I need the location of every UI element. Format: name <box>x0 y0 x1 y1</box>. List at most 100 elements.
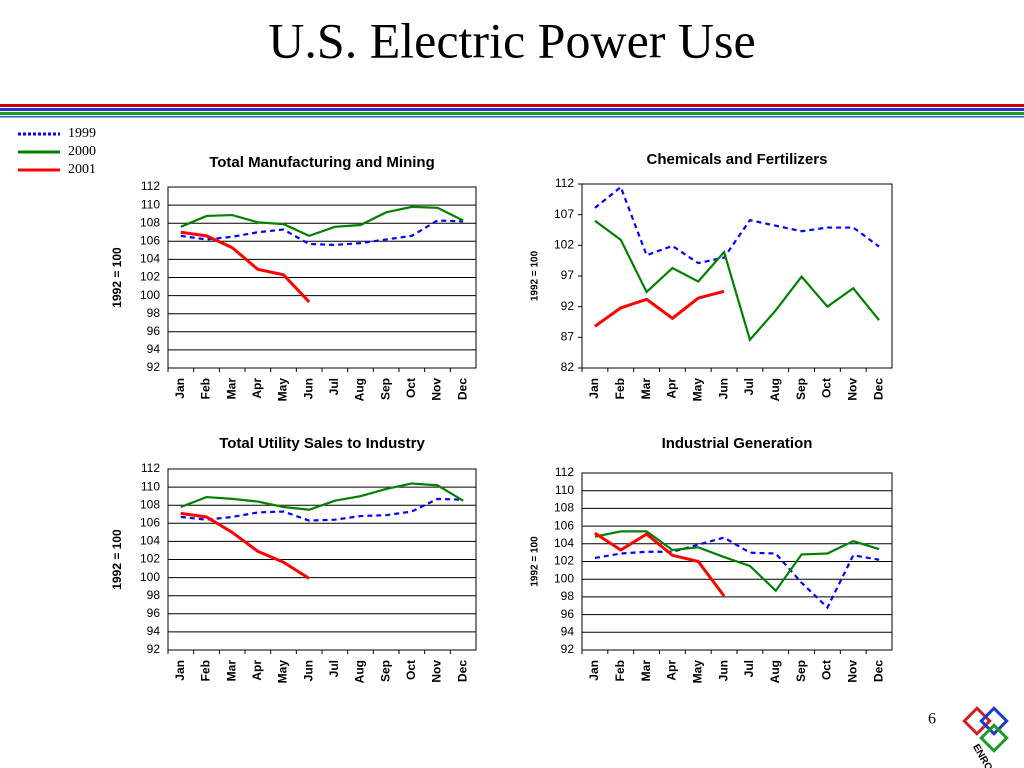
x-tick-label: Mar <box>224 660 238 682</box>
x-tick-label: May <box>690 378 704 402</box>
y-tick-label: 107 <box>554 207 574 221</box>
x-tick-label: Mar <box>639 660 653 682</box>
logo-shape <box>979 706 1009 736</box>
series-line <box>594 289 725 328</box>
y-tick-label: 102 <box>140 552 160 566</box>
chart: Total Utility Sales to Industry 1992 = 10… <box>110 435 477 683</box>
stripe <box>0 116 1024 118</box>
legend-label: 2000 <box>68 144 96 159</box>
legend-label: 1999 <box>68 126 96 141</box>
x-tick-label: Jul <box>327 660 341 677</box>
chart-title: Industrial Generation <box>662 435 813 452</box>
x-tick-label: Dec <box>871 378 885 400</box>
y-axis-label: 1992 = 100 <box>110 529 124 590</box>
y-tick-label: 108 <box>554 501 574 515</box>
x-tick-label: May <box>690 660 704 684</box>
x-tick-label: Apr <box>665 378 679 399</box>
x-tick-label: Nov <box>430 378 444 401</box>
y-tick-label: 96 <box>561 607 575 621</box>
y-tick-label: 100 <box>140 570 160 584</box>
x-tick-label: Aug <box>353 660 367 683</box>
y-tick-label: 112 <box>141 179 160 193</box>
x-tick-label: Mar <box>224 378 238 400</box>
x-tick-label: Jul <box>742 660 756 677</box>
x-tick-label: Jan <box>173 660 187 681</box>
y-tick-label: 97 <box>561 268 575 282</box>
x-tick-label: Oct <box>404 660 418 680</box>
x-tick-label: Jan <box>587 378 601 399</box>
y-tick-label: 102 <box>140 270 160 284</box>
stripes <box>0 104 1024 118</box>
y-tick-label: 100 <box>140 288 160 302</box>
y-tick-label: 102 <box>554 238 574 252</box>
x-tick-label: Jun <box>716 660 730 681</box>
series-line <box>180 219 464 247</box>
series-line <box>180 497 464 522</box>
logo-shape <box>979 723 1009 753</box>
series-line <box>594 185 880 265</box>
chart-title: Total Manufacturing and Mining <box>209 154 435 171</box>
x-tick-label: Dec <box>871 660 885 682</box>
y-tick-label: 112 <box>555 465 574 479</box>
y-tick-label: 104 <box>140 534 160 548</box>
x-tick-label: Nov <box>845 660 859 683</box>
x-tick-label: Apr <box>665 660 679 681</box>
series-line <box>594 219 880 343</box>
y-tick-label: 108 <box>140 215 160 229</box>
y-tick-label: 98 <box>561 589 575 603</box>
y-tick-label: 106 <box>140 515 160 529</box>
y-tick-label: 92 <box>147 642 161 656</box>
chart: Chemicals and Fertilizers 1992 = 100 82 87 9… <box>530 151 893 402</box>
x-tick-label: Mar <box>639 378 653 400</box>
x-tick-label: Jan <box>173 378 187 399</box>
chart: Industrial Generation 1992 = 100 92 94 96 98 1… <box>530 435 893 684</box>
x-tick-label: Nov <box>845 378 859 401</box>
y-tick-label: 92 <box>561 299 575 313</box>
stripe <box>0 108 1024 111</box>
y-tick-label: 108 <box>140 497 160 511</box>
series-line <box>594 531 726 597</box>
x-tick-label: Feb <box>199 660 213 681</box>
series-line <box>180 205 464 238</box>
logo-shape <box>962 706 992 736</box>
series-line <box>180 230 311 303</box>
series-line <box>180 511 310 580</box>
x-tick-label: Sep <box>794 378 808 400</box>
y-axis-label: 1992 = 100 <box>110 247 124 308</box>
legend-label: 2001 <box>68 162 96 177</box>
x-tick-label: Jun <box>716 378 730 399</box>
y-tick-label: 104 <box>140 252 160 266</box>
x-tick-label: Feb <box>613 378 627 399</box>
logo: ENRON <box>962 706 1009 768</box>
series-line <box>594 530 880 593</box>
y-tick-label: 110 <box>141 479 160 493</box>
y-tick-label: 94 <box>147 342 161 356</box>
series-line <box>594 536 880 610</box>
stripe <box>0 112 1024 115</box>
x-tick-label: Dec <box>455 378 469 400</box>
x-tick-label: Aug <box>768 660 782 683</box>
x-tick-label: Sep <box>378 378 392 400</box>
y-axis-label: 1992 = 100 <box>530 536 541 587</box>
x-tick-label: Oct <box>820 660 834 680</box>
x-tick-label: Feb <box>199 378 213 399</box>
x-tick-label: Feb <box>613 660 627 681</box>
y-tick-label: 92 <box>147 360 161 374</box>
x-tick-label: Sep <box>378 660 392 682</box>
y-tick-label: 96 <box>147 324 161 338</box>
chart-title: Chemicals and Fertilizers <box>647 151 828 168</box>
page-number: 6 <box>928 711 936 728</box>
y-tick-label: 110 <box>555 483 574 497</box>
y-tick-label: 110 <box>141 197 160 211</box>
x-tick-label: May <box>276 378 290 402</box>
y-tick-label: 104 <box>554 536 574 550</box>
x-tick-label: Aug <box>353 378 367 401</box>
y-tick-label: 98 <box>147 588 161 602</box>
y-tick-label: 94 <box>561 624 575 638</box>
y-tick-label: 112 <box>555 176 574 190</box>
x-tick-label: Jul <box>742 378 756 395</box>
y-tick-label: 106 <box>140 233 160 247</box>
x-tick-label: Oct <box>404 378 418 398</box>
chart: Total Manufacturing and Mining 1992 = 100… <box>110 154 477 402</box>
